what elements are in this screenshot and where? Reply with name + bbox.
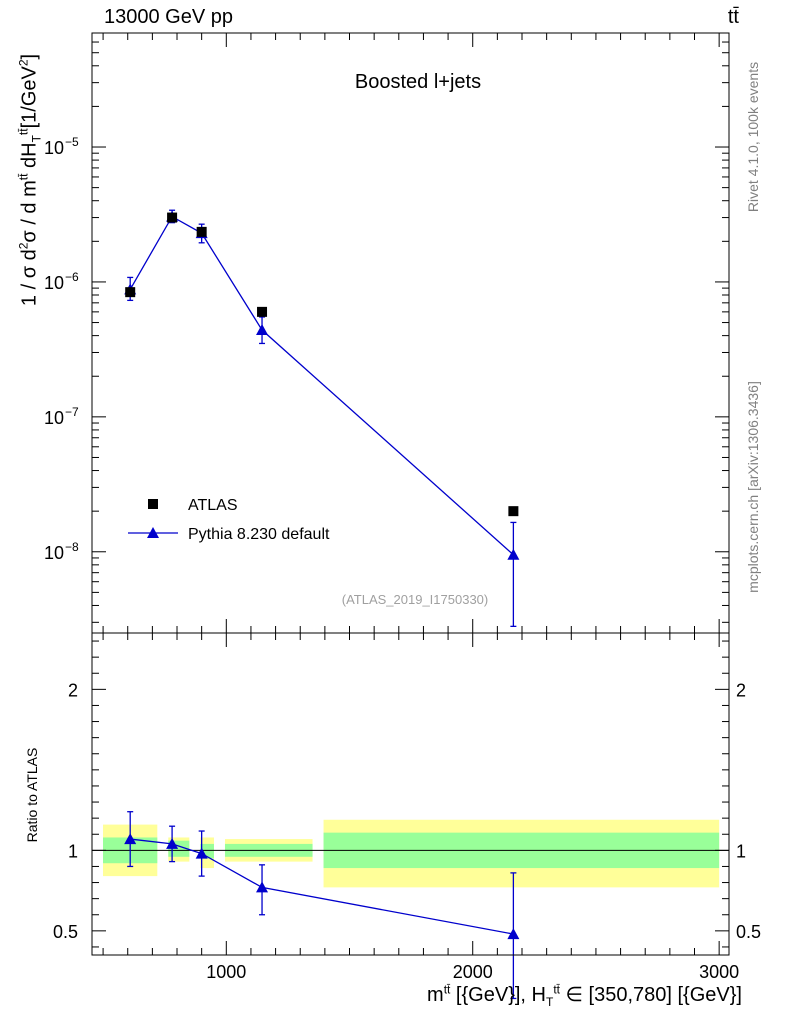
ratio-y-label: Ratio to ATLAS bbox=[24, 748, 40, 843]
x-label-T: T bbox=[545, 995, 554, 1009]
ratio-point bbox=[195, 847, 208, 859]
ratio-plot: 0.5 0.5 1 1 2 2 1000 2000 3000 bbox=[53, 632, 761, 1000]
ratio-y-tick-label-right: 2 bbox=[736, 680, 746, 700]
mc-point bbox=[507, 548, 520, 560]
ratio-y-tick-label-right: 0.5 bbox=[736, 922, 761, 942]
legend-data-label: ATLAS bbox=[188, 497, 238, 514]
y-tick-exponent: −7 bbox=[65, 405, 79, 419]
data-point bbox=[167, 212, 178, 223]
energy-label: 13000 GeV pp bbox=[104, 6, 233, 28]
legend: ATLAS Pythia 8.230 default bbox=[128, 497, 330, 543]
mc-point bbox=[256, 324, 269, 336]
legend-data-marker bbox=[148, 499, 158, 509]
data-point bbox=[125, 287, 136, 298]
mcplots-credit: mcplots.cern.ch [arXiv:1306.3436] bbox=[745, 381, 761, 593]
y-tick-exponent: −8 bbox=[65, 540, 79, 554]
y-tick-label: 10 bbox=[44, 273, 64, 293]
data-series bbox=[125, 212, 519, 517]
process-label: tt̄ bbox=[727, 6, 739, 28]
legend-mc-marker bbox=[147, 527, 159, 538]
ratio-y-tick-label: 0.5 bbox=[53, 922, 78, 942]
data-point bbox=[196, 226, 207, 237]
ratio-point bbox=[507, 928, 520, 940]
y-tick-exponent: −6 bbox=[65, 270, 79, 284]
x-label-m: m bbox=[427, 984, 444, 1006]
ratio-point bbox=[166, 837, 179, 849]
y-tick-label: 10 bbox=[44, 408, 64, 428]
mc-series bbox=[124, 209, 520, 628]
data-point bbox=[508, 506, 519, 517]
y-tick-label: 10 bbox=[44, 138, 64, 158]
main-y-label: 1 / σ d2σ / d mtt̄ dHTtt̄[1/GeV2] bbox=[16, 53, 44, 307]
y-tick-exponent: −5 bbox=[65, 135, 79, 149]
plot-title: Boosted l+jets bbox=[355, 71, 481, 93]
main-plot: 10−510−610−710−8 Boosted l+jets (ATLAS_2… bbox=[44, 32, 730, 634]
ratio-uncertainty-bands bbox=[103, 819, 720, 888]
x-tick-label: 3000 bbox=[699, 962, 739, 982]
ratio-series bbox=[124, 811, 520, 1000]
x-label-unit: [{GeV}], H bbox=[450, 984, 546, 1006]
y-tick-label: 10 bbox=[44, 543, 64, 563]
ratio-y-ticks: 0.5 0.5 1 1 2 2 bbox=[53, 640, 761, 948]
main-plot-frame bbox=[91, 32, 730, 634]
x-tick-label: 1000 bbox=[206, 962, 246, 982]
ratio-y-tick-label: 1 bbox=[68, 841, 78, 861]
legend-mc-label: Pythia 8.230 default bbox=[188, 526, 330, 543]
analysis-tag: (ATLAS_2019_I1750330) bbox=[342, 592, 488, 607]
x-tick-label: 2000 bbox=[453, 962, 493, 982]
ratio-point bbox=[124, 833, 137, 845]
ratio-point bbox=[256, 881, 269, 893]
ratio-plot-frame bbox=[91, 632, 730, 956]
x-label-range: ∈ [350,780] [{GeV}] bbox=[560, 984, 742, 1006]
ratio-y-tick-label: 2 bbox=[68, 680, 78, 700]
ratio-x-ticks: 1000 2000 3000 bbox=[102, 633, 739, 982]
ratio-y-tick-label-right: 1 bbox=[736, 841, 746, 861]
main-y-ticks: 10−510−610−710−8 bbox=[44, 41, 729, 623]
main-x-ticks bbox=[102, 33, 720, 633]
data-point bbox=[257, 306, 268, 317]
rivet-info: Rivet 4.1.0, 100k events bbox=[745, 61, 761, 213]
x-label-tt: tt̄ bbox=[443, 982, 451, 997]
x-axis-label: mtt̄ [{GeV}], HTtt̄ ∈ [350,780] [{GeV}] bbox=[427, 982, 742, 1009]
